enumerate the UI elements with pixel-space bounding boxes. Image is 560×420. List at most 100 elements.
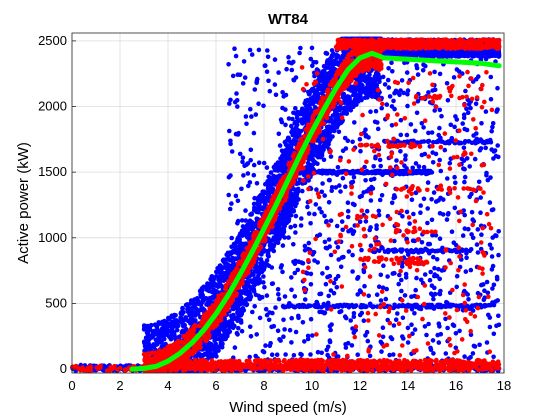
- data-point: [272, 174, 278, 180]
- data-point: [453, 180, 458, 186]
- data-point: [305, 98, 310, 104]
- data-point: [297, 50, 302, 56]
- data-point: [279, 263, 285, 268]
- data-point: [260, 260, 265, 265]
- data-point: [264, 165, 270, 170]
- data-point: [285, 136, 291, 141]
- data-point: [289, 275, 294, 280]
- data-point: [368, 109, 373, 114]
- data-point: [238, 292, 243, 297]
- data-point: [273, 239, 279, 245]
- data-point: [237, 243, 242, 249]
- data-point: [172, 312, 177, 318]
- data-point: [424, 332, 429, 338]
- data-point: [327, 323, 333, 329]
- data-point: [364, 329, 370, 335]
- data-point: [427, 277, 433, 283]
- data-point: [242, 75, 248, 80]
- data-point: [232, 46, 237, 51]
- data-point: [421, 196, 427, 202]
- data-point: [310, 333, 315, 338]
- data-point: [302, 248, 308, 253]
- data-point: [235, 104, 240, 109]
- data-point: [284, 66, 289, 72]
- data-point: [375, 126, 381, 132]
- data-point: [488, 97, 494, 102]
- data-point: [359, 97, 364, 103]
- data-point: [230, 73, 236, 79]
- data-point: [421, 125, 426, 130]
- data-point: [239, 218, 245, 223]
- data-point: [302, 339, 307, 344]
- data-point: [232, 99, 238, 105]
- data-point: [233, 53, 239, 59]
- data-point: [345, 340, 351, 346]
- data-point: [229, 201, 234, 206]
- data-point: [282, 294, 288, 299]
- data-point: [399, 264, 405, 269]
- data-point: [330, 59, 336, 65]
- data-point: [320, 181, 325, 186]
- data-point: [430, 160, 436, 165]
- data-point: [299, 352, 304, 358]
- data-point: [368, 225, 373, 230]
- data-point: [468, 355, 473, 360]
- data-point: [342, 314, 348, 319]
- data-point: [405, 325, 411, 331]
- data-point: [359, 193, 365, 199]
- data-point: [365, 93, 370, 98]
- data-point: [348, 318, 354, 323]
- data-point: [423, 63, 428, 69]
- data-point: [263, 343, 268, 348]
- data-point: [320, 86, 326, 92]
- data-point: [364, 208, 370, 214]
- data-point: [403, 153, 408, 158]
- data-point: [345, 208, 351, 214]
- data-point: [275, 328, 281, 334]
- data-point: [451, 75, 457, 80]
- data-point: [496, 313, 501, 319]
- data-point: [409, 322, 414, 328]
- data-point: [266, 263, 272, 269]
- data-point: [365, 338, 371, 344]
- data-point: [210, 352, 215, 357]
- data-point: [291, 59, 296, 65]
- data-point: [462, 354, 467, 359]
- data-point: [379, 349, 384, 354]
- data-point: [191, 318, 197, 323]
- data-point: [405, 91, 410, 97]
- data-point: [298, 223, 304, 228]
- data-point: [383, 296, 389, 302]
- data-point: [252, 87, 258, 92]
- data-point: [239, 297, 244, 303]
- data-point: [350, 252, 355, 258]
- data-point: [267, 343, 273, 349]
- data-point: [476, 179, 482, 185]
- data-point: [342, 106, 348, 112]
- data-point: [249, 52, 255, 57]
- data-point: [318, 291, 324, 297]
- data-point: [277, 143, 283, 148]
- data-point: [422, 272, 428, 277]
- data-point: [354, 97, 360, 103]
- data-point: [264, 69, 270, 74]
- data-point: [256, 101, 261, 106]
- data-point: [380, 285, 386, 291]
- data-point: [155, 332, 160, 337]
- data-point: [378, 272, 384, 278]
- data-point: [265, 248, 271, 254]
- data-point: [276, 70, 281, 75]
- data-point: [293, 201, 298, 206]
- data-point: [430, 338, 436, 343]
- data-point: [462, 179, 467, 185]
- data-point: [472, 344, 478, 349]
- data-point: [493, 233, 498, 238]
- data-point: [329, 188, 335, 193]
- data-point: [426, 90, 431, 95]
- data-point: [483, 109, 489, 114]
- data-point: [343, 184, 348, 189]
- data-point: [400, 315, 406, 321]
- data-point: [270, 310, 275, 316]
- data-point: [272, 57, 278, 62]
- data-point: [414, 65, 420, 71]
